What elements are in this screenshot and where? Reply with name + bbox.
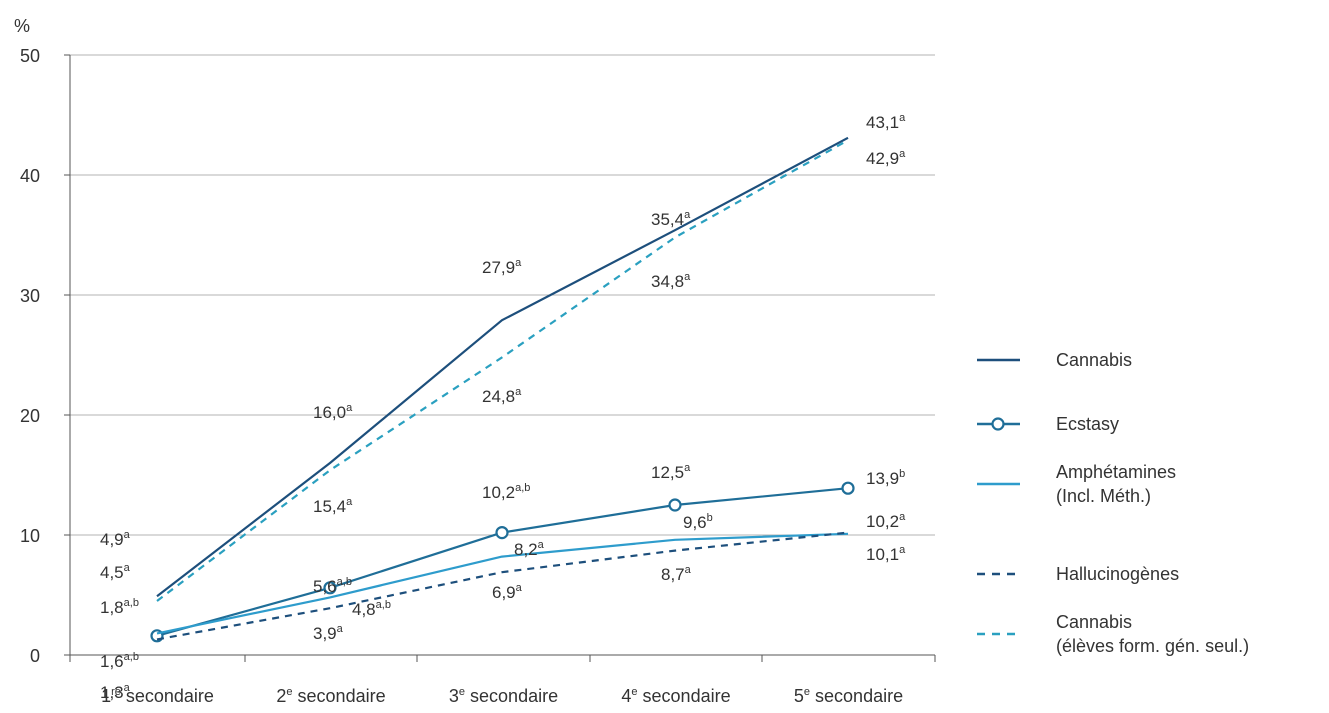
marker-ecstasy-4 (668, 498, 682, 512)
series-lines (150, 136, 855, 643)
x-tick-label-2: 2e secondaire (276, 686, 385, 706)
axes: 0 10 20 30 40 50% 1re secondaire 2e secondaire 3… (14, 16, 936, 706)
data-label-ecstasy-2: 5,6a,b (313, 576, 352, 596)
data-label-amphetamines-4: 9,6b (683, 512, 713, 532)
data-label-cannabis_fg-2: 15,4a (313, 496, 353, 516)
data-label-cannabis_fg-3: 24,8a (482, 386, 522, 406)
data-label-ecstasy-4: 12,5a (651, 462, 691, 482)
gridlines (70, 54, 935, 536)
data-label-cannabis_fg-4: 34,8a (651, 271, 691, 291)
series-line-cannabis_fg (156, 139, 849, 602)
data-label-cannabis-5: 43,1a (866, 112, 906, 132)
data-label-cannabis-4: 35,4a (651, 209, 691, 229)
legend-label-amphetamines-line-2: (Incl. Méth.) (1056, 486, 1151, 506)
data-label-ecstasy-1: 1,6a,b (100, 651, 139, 671)
marker-ecstasy-3 (495, 525, 509, 540)
y-tick-label-10: 10 (20, 526, 40, 546)
data-labels: 4,9a 16,0a 27,9a 35,4a 43,1a 1,6a,b 5,6a,b 10,2… (100, 112, 906, 702)
x-tick-label-4: 4e secondaire (621, 686, 730, 706)
data-label-cannabis-1: 4,9a (100, 529, 131, 549)
data-label-hallucinogenes-5: 10,2a (866, 511, 906, 531)
legend-item-cannabis: Cannabis (977, 350, 1132, 370)
legend-marker-ecstasy (991, 417, 1005, 431)
legend-label-cannabis_fg-line-1: Cannabis (1056, 612, 1132, 632)
data-label-amphetamines-2: 4,8a,b (352, 599, 391, 619)
data-label-amphetamines-3: 8,2a (514, 539, 545, 559)
data-label-cannabis_fg-5: 42,9a (866, 148, 906, 168)
legend-label-ecstasy: Ecstasy (1056, 414, 1119, 434)
legend-item-amphetamines: Amphétamines (Incl. Méth.) (977, 462, 1176, 506)
x-tick-label-5: 5e secondaire (794, 686, 903, 706)
data-label-cannabis_fg-1: 4,5a (100, 562, 131, 582)
y-tick-label-50: 50 (20, 46, 40, 66)
marker-ecstasy-2 (323, 581, 337, 595)
data-label-hallucinogenes-3: 6,9a (492, 582, 523, 602)
legend-label-amphetamines-line-1: Amphétamines (1056, 462, 1176, 482)
data-label-cannabis-3: 27,9a (482, 257, 522, 277)
series-line-cannabis (156, 136, 849, 598)
y-axis-label: % (14, 16, 30, 36)
legend-label-hallucinogenes: Hallucinogènes (1056, 564, 1179, 584)
data-label-cannabis-2: 16,0a (313, 402, 353, 422)
data-label-ecstasy-5: 13,9b (866, 468, 905, 488)
data-label-ecstasy-3: 10,2a,b (482, 482, 530, 502)
marker-ecstasy-5 (841, 481, 855, 495)
y-tick-label-40: 40 (20, 166, 40, 186)
legend-item-hallucinogenes: Hallucinogènes (977, 564, 1179, 584)
legend-label-cannabis: Cannabis (1056, 350, 1132, 370)
data-label-hallucinogenes-4: 8,7a (661, 564, 692, 584)
series-line-hallucinogenes (156, 531, 849, 641)
legend-item-ecstasy: Ecstasy (977, 414, 1119, 434)
data-label-amphetamines-5: 10,1a (866, 544, 906, 564)
data-label-hallucinogenes-2: 3,9a (313, 623, 344, 643)
x-tick-label-1: 1re secondaire (101, 686, 214, 706)
y-tick-label-0: 0 (30, 646, 40, 666)
legend: Cannabis Ecstasy Amphétamines (Incl. Méth.)… (977, 350, 1249, 656)
y-tick-label-30: 30 (20, 286, 40, 306)
data-label-hallucinogenes-1: 1,3a (100, 682, 131, 702)
y-tick-label-20: 20 (20, 406, 40, 426)
legend-item-cannabis_fg: Cannabis (élèves form. gén. seul.) (977, 612, 1249, 656)
series-line-ecstasy (156, 487, 849, 637)
legend-label-cannabis_fg-line-2: (élèves form. gén. seul.) (1056, 636, 1249, 656)
x-tick-label-3: 3e secondaire (449, 686, 558, 706)
data-label-amphetamines-1: 1,8a,b (100, 597, 139, 617)
series-line-amphetamines (156, 532, 849, 635)
